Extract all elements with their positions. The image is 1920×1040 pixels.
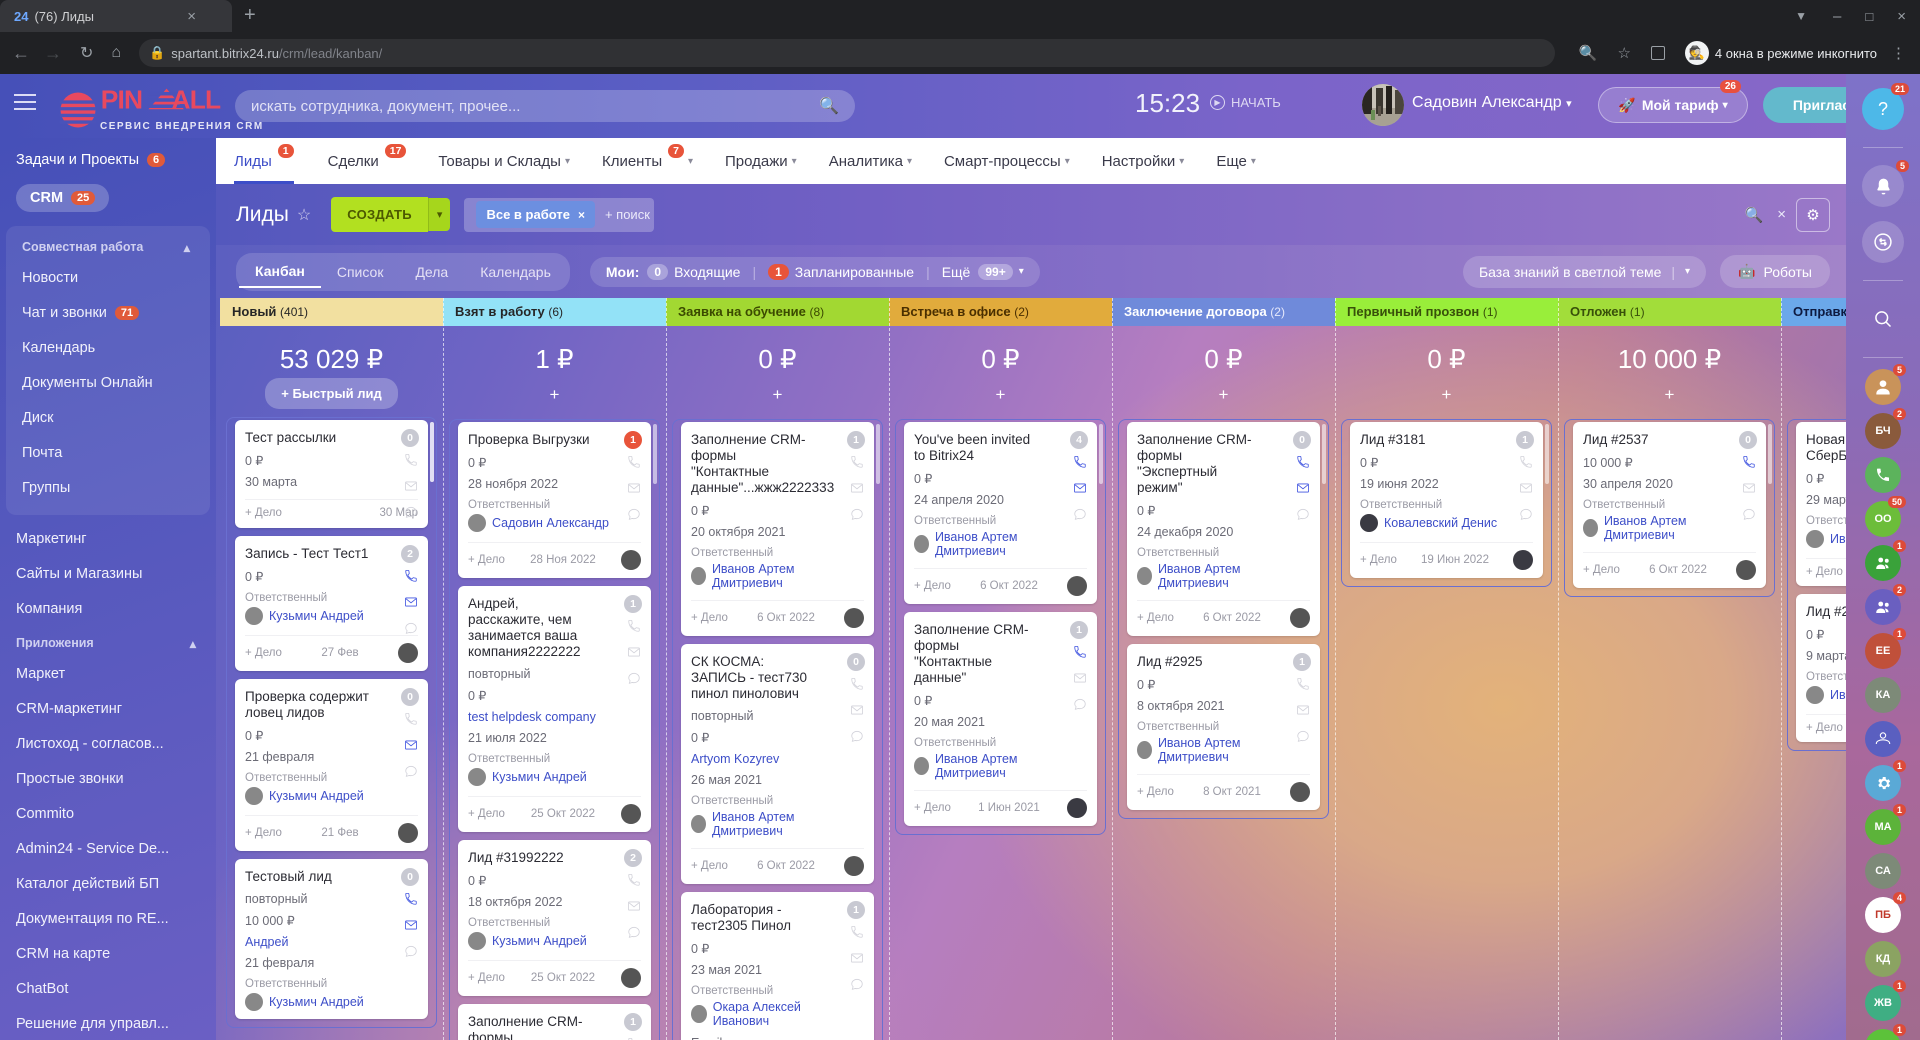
svg-text:PIN: PIN — [101, 87, 142, 114]
svg-text:ALL: ALL — [172, 87, 221, 114]
